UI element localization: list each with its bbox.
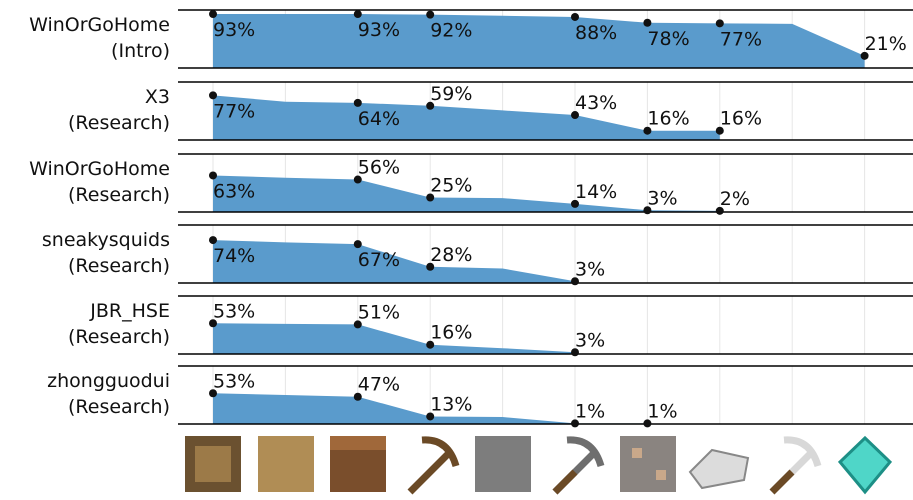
value-label: 21% [865,33,907,55]
dot [643,126,652,135]
dot [353,240,362,249]
icon-log-core [195,446,231,482]
area [213,175,720,212]
icon-crafting-top [330,436,386,450]
dot [353,392,362,401]
icon-iron-ingot [688,448,750,490]
value-label: 56% [358,157,400,179]
value-label: 1% [575,400,605,422]
value-label: 16% [430,322,472,344]
icon-cobblestone [475,436,531,492]
value-label: 78% [647,28,689,50]
dot [426,10,435,19]
value-label: 77% [213,100,255,122]
value-label: 53% [213,300,255,322]
value-label: 28% [430,244,472,266]
dot [643,18,652,27]
dot [353,175,362,184]
area [213,240,575,283]
icon-iron-ore-spot [656,470,666,480]
value-label: 43% [575,92,617,114]
dot [643,419,652,428]
dot [353,10,362,19]
icon-iron-ore-spot [632,448,642,458]
dot [571,111,579,120]
dot [209,236,217,245]
value-label: 59% [430,83,472,105]
value-label: 47% [358,374,400,396]
panel-label: (Research) [68,184,170,206]
icon-wooden-pickaxe [407,436,460,495]
dot [571,12,579,21]
area [213,323,575,354]
dot [209,389,217,398]
dot [715,206,724,215]
value-label: 1% [647,400,677,422]
value-label: 63% [213,180,255,202]
value-label: 77% [720,28,762,50]
dot [860,51,869,60]
panel-label: (Intro) [111,40,170,62]
dot [571,277,579,286]
value-label: 67% [358,249,400,271]
icon-iron-ore [620,436,676,492]
icon-iron-pickaxe-handle [769,469,795,495]
dot [715,19,724,28]
value-label: 3% [575,329,605,351]
dot [426,340,435,349]
value-label: 16% [720,108,762,130]
value-label: 3% [575,258,605,280]
value-label: 93% [358,19,400,41]
panel-label: JBR_HSE [89,300,170,322]
dot [426,193,435,202]
panel-label: (Research) [68,326,170,348]
value-label: 64% [358,108,400,130]
dot [715,126,724,135]
value-label: 2% [720,188,750,210]
dot [209,91,217,100]
icon-stone-pickaxe-handle [552,469,578,495]
value-label: 3% [647,187,677,209]
panel-label: (Research) [68,255,170,277]
panel-label: WinOrGoHome [29,158,170,180]
panel-label: X3 [145,86,170,108]
value-label: 13% [430,393,472,415]
value-label: 74% [213,245,255,267]
dot [209,10,217,19]
dot [209,171,217,180]
value-label: 88% [575,22,617,44]
dot [571,419,579,428]
dot [426,262,435,271]
area [213,14,865,68]
dot [353,98,362,107]
area [213,393,648,424]
panel-label: WinOrGoHome [29,14,170,36]
icon-diamond [837,435,893,495]
dot [643,206,652,215]
value-label: 16% [647,108,689,130]
value-label: 92% [430,20,472,42]
panel-label: (Research) [68,396,170,418]
value-label: 51% [358,301,400,323]
area [213,95,720,140]
value-label: 14% [575,181,617,203]
value-label: 53% [213,370,255,392]
dot [353,320,362,329]
dot [426,412,435,421]
panel-label: zhongguodui [47,370,170,392]
dot [571,199,579,208]
value-label: 25% [430,175,472,197]
dot [571,348,579,357]
item-icons [185,435,893,495]
icon-planks [258,436,314,492]
value-label: 93% [213,19,255,41]
dot [209,319,217,328]
panel-label: (Research) [68,112,170,134]
dot [426,101,435,110]
panel-label: sneakysquids [42,229,170,251]
